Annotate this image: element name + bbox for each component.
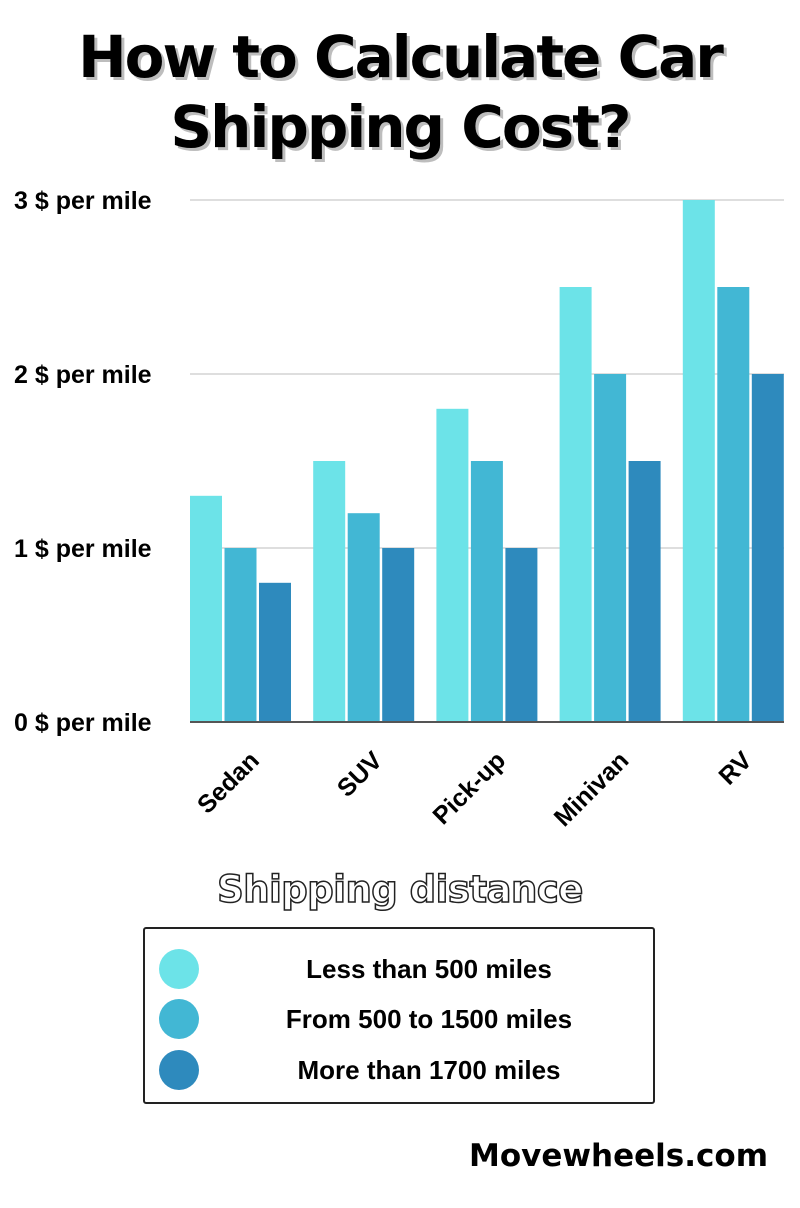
- legend-label: From 500 to 1500 miles: [285, 1004, 573, 1034]
- bar: [682, 200, 715, 722]
- bar: [190, 495, 222, 722]
- y-tick-label: 1 $ per mile: [14, 535, 152, 563]
- y-tick-label: 3 $ per mile: [14, 187, 152, 215]
- chart-title-line-1: How to Calculate Car: [78, 23, 724, 91]
- x-tick-label: Sedan: [192, 746, 265, 819]
- legend-label: More than 1700 miles: [297, 1055, 561, 1085]
- y-tick-label: 2 $ per mile: [14, 361, 152, 389]
- x-tick-label: Minivan: [549, 746, 635, 832]
- legend-swatch: [159, 949, 199, 989]
- bar: [313, 461, 346, 722]
- bar: [628, 461, 661, 722]
- chart-title: How to Calculate Car Shipping Cost?: [0, 22, 800, 162]
- legend-label: Less than 500 miles: [306, 954, 552, 984]
- legend-item: Less than 500 miles: [145, 947, 653, 991]
- legend-swatch: [159, 1050, 199, 1090]
- bar: [594, 374, 627, 722]
- bar-chart: 0 $ per mile 1 $ per mile 2 $ per mile 3 $ …: [14, 187, 784, 832]
- legend-swatch: [159, 999, 199, 1039]
- bar: [259, 582, 291, 722]
- legend-title: Shipping distance: [216, 867, 584, 912]
- bar: [382, 548, 415, 722]
- bar: [717, 287, 750, 722]
- footer-brand: Movewheels.com: [469, 1138, 768, 1174]
- bar: [224, 548, 257, 722]
- legend-item: From 500 to 1500 miles: [145, 997, 653, 1041]
- bar: [505, 548, 538, 722]
- chart-title-line-2: Shipping Cost?: [170, 93, 631, 161]
- legend-item: More than 1700 miles: [145, 1048, 653, 1092]
- y-tick-label: 0 $ per mile: [14, 709, 152, 737]
- legend: Less than 500 miles From 500 to 1500 mil…: [143, 927, 655, 1104]
- bar: [751, 374, 784, 722]
- bar: [559, 287, 592, 722]
- x-tick-label: Pick-up: [427, 746, 511, 830]
- bar: [436, 408, 469, 722]
- x-tick-label: RV: [714, 746, 758, 790]
- x-tick-label: SUV: [332, 746, 388, 802]
- bar: [347, 513, 380, 722]
- bar: [470, 461, 503, 722]
